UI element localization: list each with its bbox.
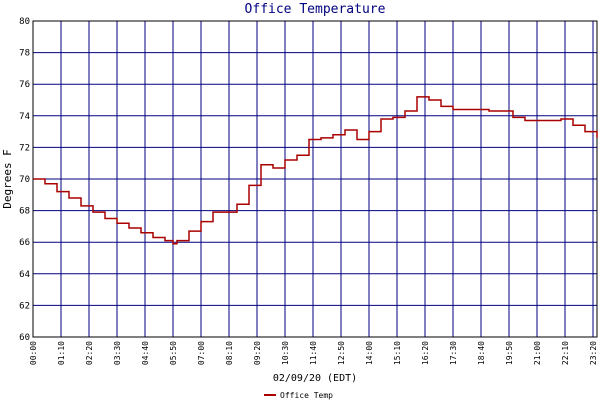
x-tick-label: 00:00	[29, 341, 38, 365]
y-tick-label: 74	[19, 112, 30, 122]
x-tick-label: 07:00	[197, 341, 206, 365]
legend-label: Office Temp	[280, 391, 333, 400]
x-tick-label: 14:00	[365, 341, 374, 365]
x-tick-label: 09:20	[253, 341, 262, 365]
y-tick-label: 68	[19, 207, 30, 217]
x-tick-label: 04:40	[141, 341, 150, 365]
x-tick-label: 02:20	[85, 341, 94, 365]
y-tick-label: 70	[19, 175, 30, 185]
y-tick-label: 66	[19, 238, 30, 248]
data-line	[33, 96, 598, 245]
x-tick-label: 03:30	[113, 341, 122, 365]
x-tick-label: 15:10	[393, 341, 402, 365]
x-tick-label: 23:20	[589, 341, 598, 365]
x-tick-label: 22:10	[561, 341, 570, 365]
x-tick-label: 21:00	[533, 341, 542, 365]
y-axis-label: Degrees F	[1, 149, 14, 209]
y-tick-label: 78	[19, 49, 30, 59]
x-tick-label: 12:50	[337, 341, 346, 365]
y-tick-label: 62	[19, 301, 30, 311]
y-tick-label: 72	[19, 143, 30, 153]
x-tick-label: 08:10	[225, 341, 234, 365]
x-tick-label: 18:40	[477, 341, 486, 365]
x-tick-label: 10:30	[281, 341, 290, 365]
y-tick-label: 76	[19, 80, 30, 90]
y-tick-label: 60	[19, 333, 30, 343]
x-tick-label: 01:10	[57, 341, 66, 365]
x-tick-label: 05:50	[169, 341, 178, 365]
x-axis-label: 02/09/20 (EDT)	[273, 373, 357, 384]
x-tick-label: 16:20	[421, 341, 430, 365]
y-tick-label: 64	[19, 270, 30, 280]
y-tick-label: 80	[19, 17, 30, 27]
x-tick-label: 17:30	[449, 341, 458, 365]
chart-title: Office Temperature	[245, 2, 386, 17]
x-tick-label: 19:50	[505, 341, 514, 365]
x-tick-label: 11:40	[309, 341, 318, 365]
